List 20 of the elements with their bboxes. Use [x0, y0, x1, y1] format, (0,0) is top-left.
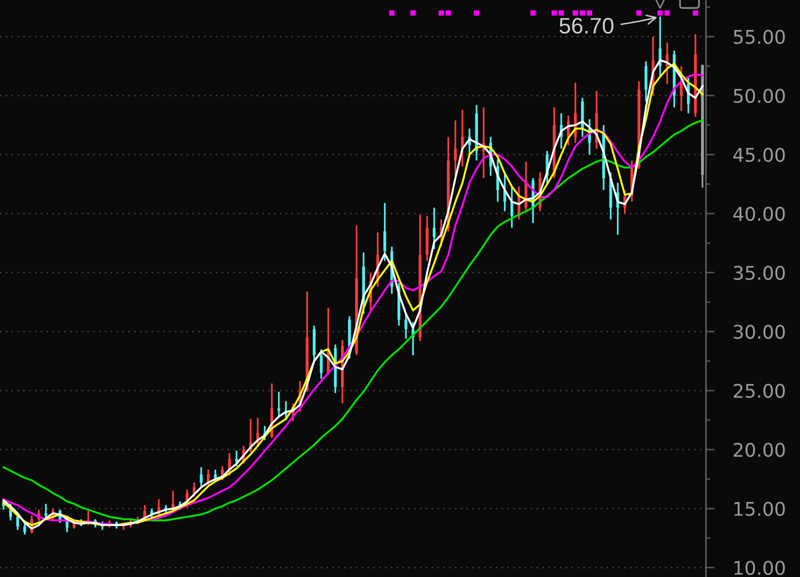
- candlestick: [644, 60, 648, 102]
- y-tick-label: 30.00: [734, 324, 785, 339]
- y-tick-label: 20.00: [734, 442, 785, 457]
- candlestick: [404, 312, 408, 340]
- y-tick-label: 35.00: [734, 266, 785, 280]
- y-tick-label: 40.00: [733, 206, 785, 221]
- y-tick-label: 25.00: [734, 384, 785, 398]
- candlestick: [320, 348, 323, 380]
- annotation: 56.70: [560, 18, 614, 34]
- candlestick: [454, 120, 457, 177]
- y-tick-label: 15.00: [734, 502, 785, 516]
- candlestick: [461, 108, 464, 168]
- candlestick: [192, 482, 196, 498]
- candlestick: [228, 452, 231, 476]
- candlestick: [510, 186, 514, 229]
- y-tick-label: 50.00: [734, 88, 785, 103]
- y-tick-label: 45.00: [733, 148, 785, 162]
- candlestick: [235, 450, 238, 467]
- y-tick-label: 55.00: [734, 30, 785, 44]
- y-tick-label: 10.00: [734, 560, 785, 575]
